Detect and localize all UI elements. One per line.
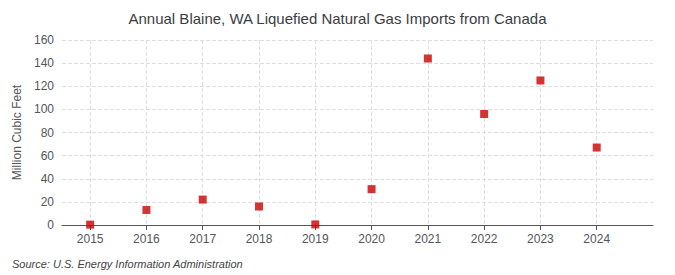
svg-text:2018: 2018 xyxy=(246,232,273,246)
svg-text:140: 140 xyxy=(34,56,54,70)
svg-text:80: 80 xyxy=(41,126,55,140)
svg-text:Annual Blaine, WA Liquefied Na: Annual Blaine, WA Liquefied Natural Gas … xyxy=(129,10,548,27)
svg-text:60: 60 xyxy=(41,149,55,163)
svg-text:40: 40 xyxy=(41,172,55,186)
svg-text:2023: 2023 xyxy=(527,232,554,246)
svg-text:2017: 2017 xyxy=(189,232,216,246)
svg-text:2019: 2019 xyxy=(302,232,329,246)
svg-text:2021: 2021 xyxy=(415,232,442,246)
svg-text:20: 20 xyxy=(41,195,55,209)
svg-text:160: 160 xyxy=(34,33,54,47)
svg-text:Million Cubic Feet: Million Cubic Feet xyxy=(10,84,24,180)
svg-text:2022: 2022 xyxy=(471,232,498,246)
svg-text:Source: U.S. Energy Informatio: Source: U.S. Energy Information Administ… xyxy=(12,258,243,270)
svg-text:2015: 2015 xyxy=(77,232,104,246)
svg-text:2024: 2024 xyxy=(583,232,610,246)
svg-text:0: 0 xyxy=(47,218,54,232)
svg-text:120: 120 xyxy=(34,79,54,93)
svg-text:2016: 2016 xyxy=(133,232,160,246)
svg-text:100: 100 xyxy=(34,102,54,116)
svg-text:2020: 2020 xyxy=(358,232,385,246)
